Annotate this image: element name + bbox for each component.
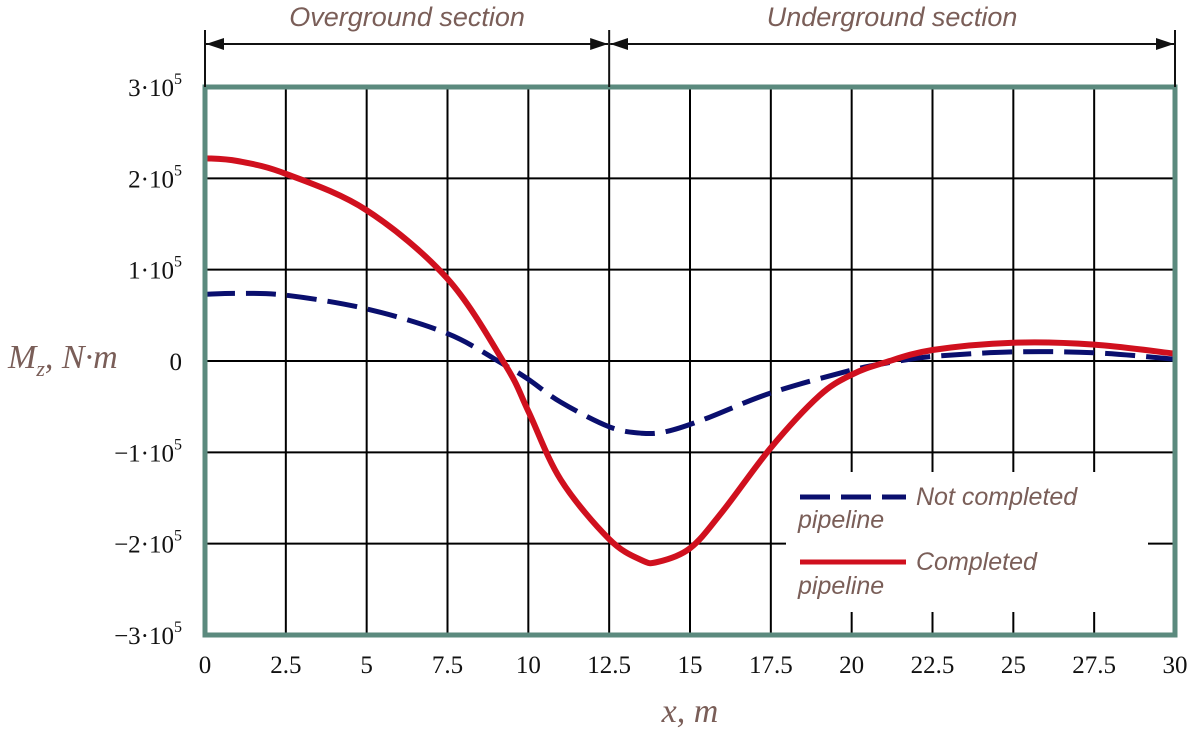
x-tick-label: 12.5	[587, 652, 631, 679]
series-layer	[205, 155, 1175, 567]
y-axis-label-main: M	[7, 339, 38, 376]
legend-label-completed-line1: Completed	[916, 548, 1038, 576]
legend-label-not-completed-line2: pipeline	[797, 506, 884, 534]
y-tick-label: 0	[170, 349, 183, 376]
series-line-not-completed	[205, 290, 1175, 437]
y-axis-label-sub: z	[35, 356, 45, 381]
x-tick-label: 7.5	[432, 652, 463, 679]
section-label: Overground section	[289, 2, 525, 32]
legend-label-completed-line2: pipeline	[797, 572, 884, 600]
x-tick-label: 5	[360, 652, 373, 679]
y-tick-label: 3·105	[128, 71, 182, 102]
x-tick-label: 25	[1001, 652, 1026, 679]
grid-lines	[205, 87, 1175, 635]
y-tick-label: −1·105	[114, 436, 182, 467]
series-line-completed	[205, 155, 1175, 567]
x-tick-label: 27.5	[1072, 652, 1116, 679]
y-tick-labels: 3·105 2·105 1·105 0 −1·105 −2·105 −3·105	[114, 71, 182, 650]
legend: Not completed pipeline Completed pipelin…	[786, 472, 1148, 612]
x-axis-label: x, m	[661, 693, 719, 730]
x-tick-label: 15	[678, 652, 703, 679]
x-tick-labels: 0 2.5 5 7.5 10 12.5 15 17.5 20 22.5 25 27.5 30	[199, 652, 1188, 679]
y-tick-label: −2·105	[114, 528, 182, 559]
y-axis-label-rest: , N·m	[45, 339, 118, 376]
y-tick-label: 1·105	[128, 254, 182, 285]
x-tick-label: 10	[516, 652, 541, 679]
x-tick-label: 20	[839, 652, 864, 679]
x-tick-label: 0	[199, 652, 212, 679]
x-tick-label: 30	[1163, 652, 1188, 679]
plot-frame	[202, 84, 1178, 638]
x-tick-label: 2.5	[270, 652, 301, 679]
legend-label-not-completed-line1: Not completed	[916, 483, 1078, 511]
x-tick-label: 22.5	[911, 652, 955, 679]
x-tick-label: 17.5	[749, 652, 793, 679]
section-markers: Overground section Underground section	[204, 2, 1176, 87]
section-label: Underground section	[767, 2, 1018, 32]
y-tick-label: −3·105	[114, 619, 182, 650]
y-tick-label: 2·105	[128, 162, 182, 193]
y-axis-label: Mz, N·m	[7, 339, 118, 381]
